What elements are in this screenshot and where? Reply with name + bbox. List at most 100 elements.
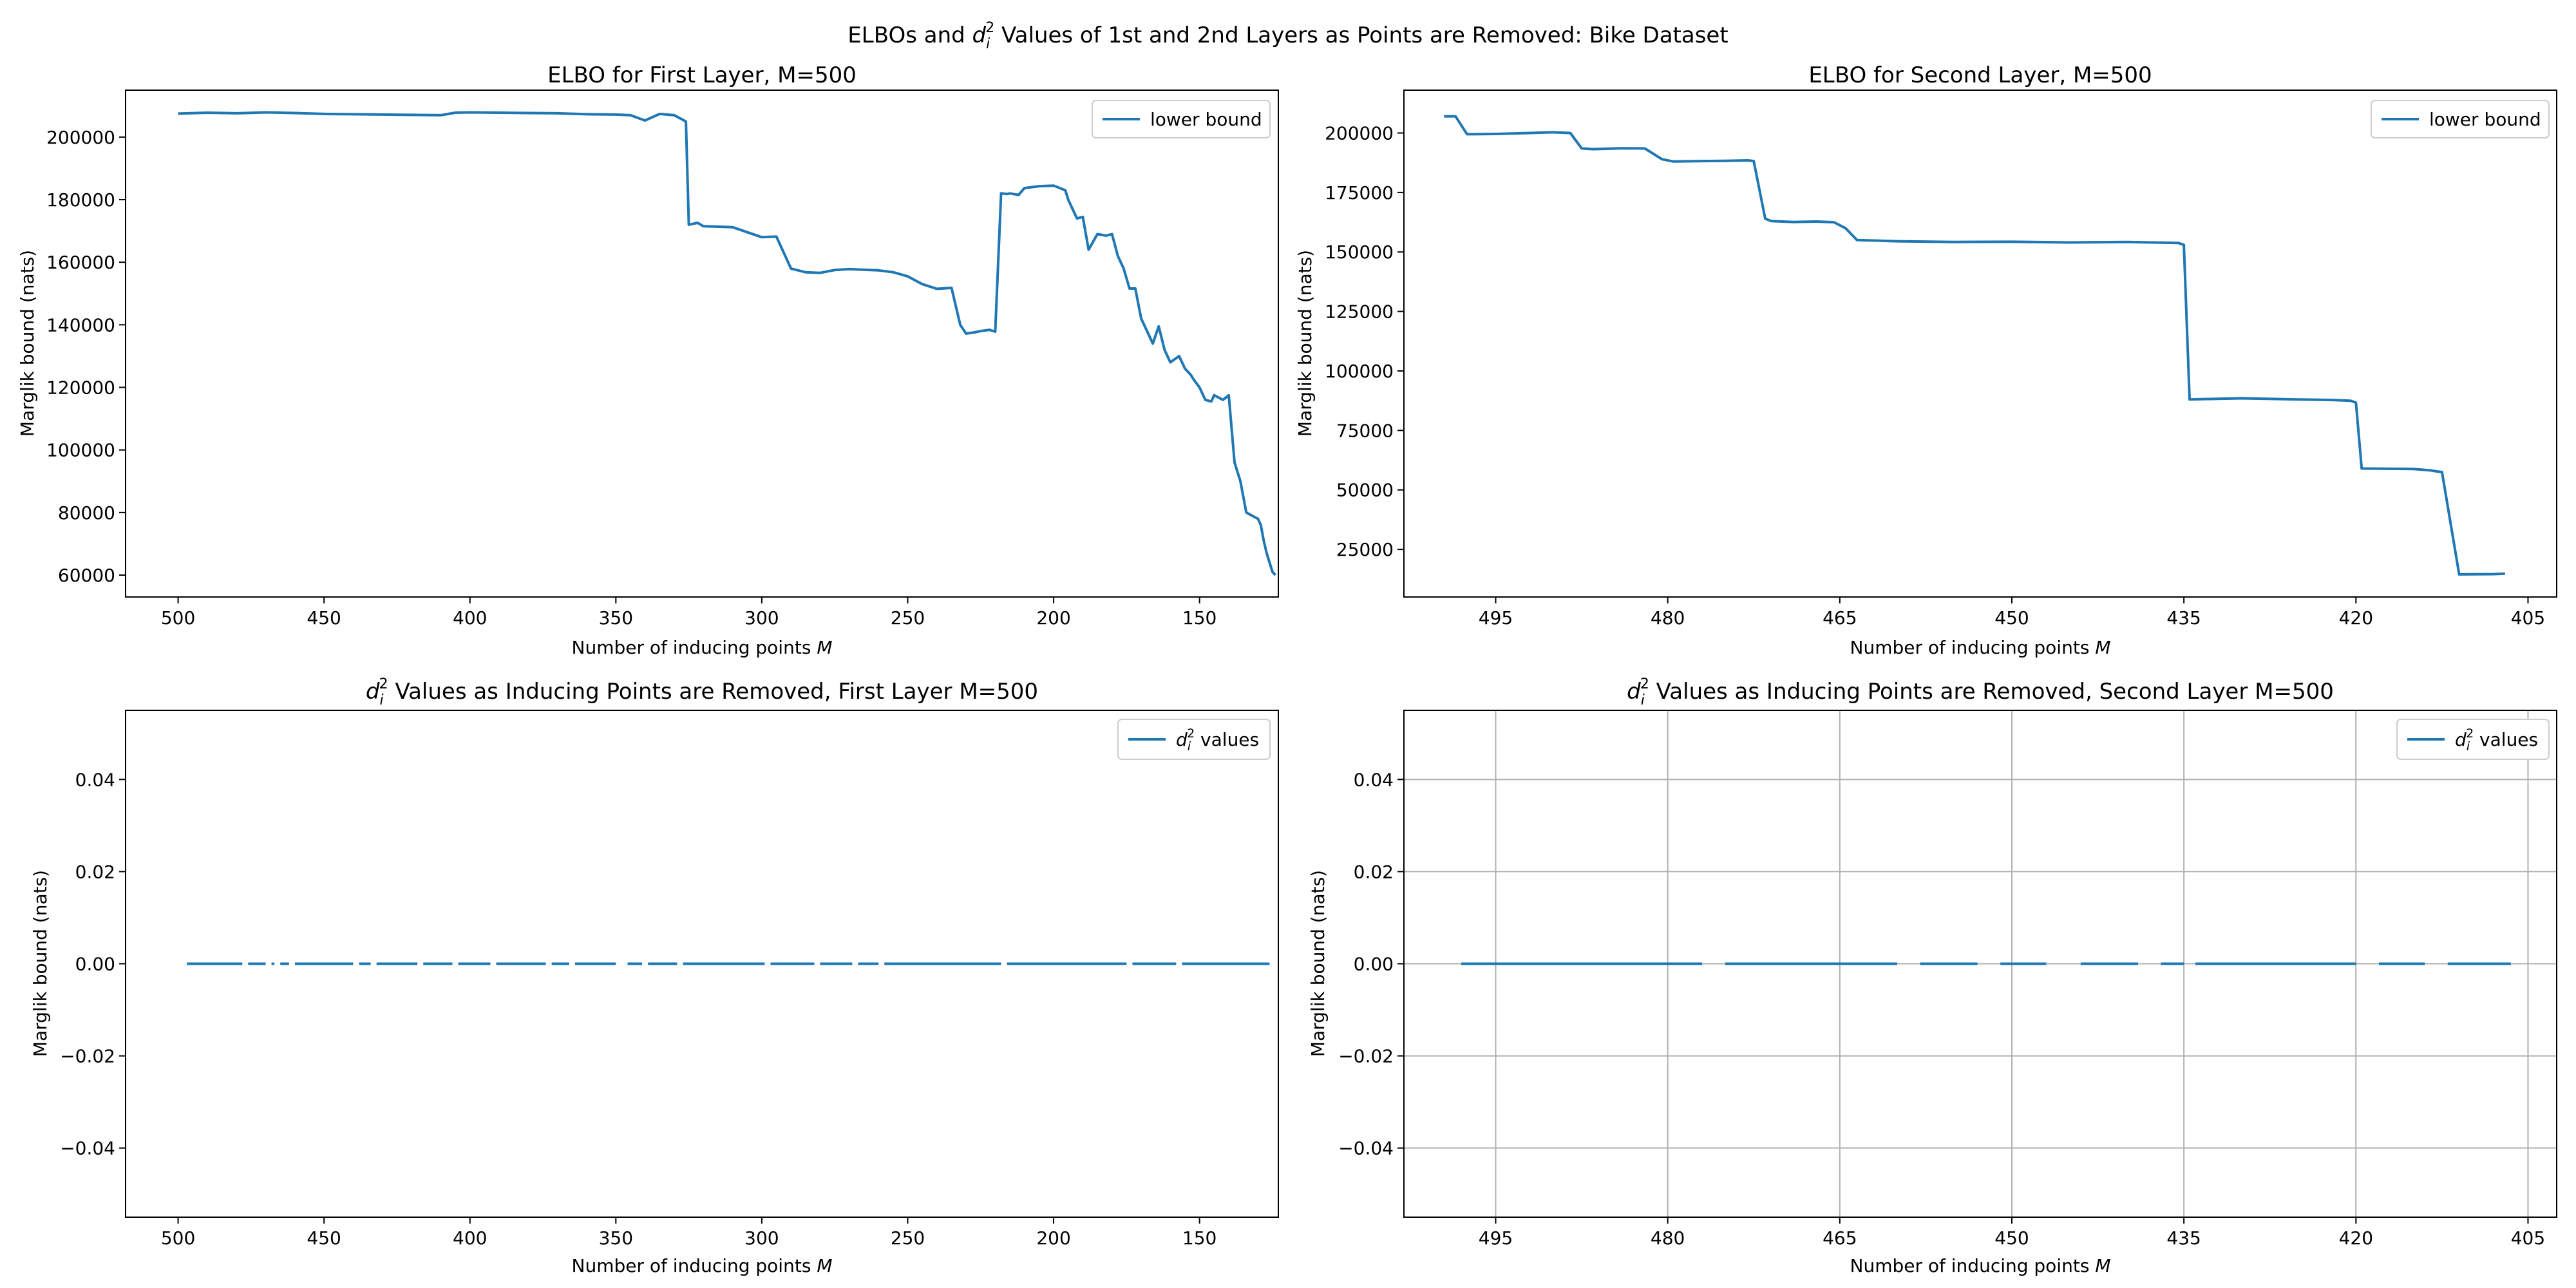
- panel-title-symbol-sup: 2: [1640, 676, 1649, 692]
- y-tick-label: −0.02: [1338, 1046, 1394, 1067]
- y-tick-label: 160000: [46, 252, 115, 273]
- legend-symbol: d: [2455, 729, 2467, 750]
- y-tick-label: −0.04: [60, 1138, 115, 1159]
- x-tick-label: 200: [1036, 607, 1070, 629]
- x-tick-label: 500: [161, 607, 195, 629]
- y-tick-label: 75000: [1336, 420, 1394, 441]
- y-tick-label: −0.02: [60, 1046, 115, 1067]
- legend-text: values: [2474, 729, 2538, 750]
- y-axis-ticks: 60000 80000 100000 120000 140000 160000 180000…: [46, 127, 126, 586]
- x-tick-label: 465: [1823, 607, 1857, 629]
- panel-title-suffix: Values as Inducing Points are Removed, F…: [388, 679, 1038, 705]
- figure-title: ELBOs and di2 Values of 1st and 2nd Laye…: [848, 20, 1728, 52]
- y-tick-label: 0.00: [75, 954, 115, 975]
- x-tick-label: 495: [1479, 1227, 1513, 1249]
- x-tick-label: 420: [2339, 1227, 2373, 1249]
- legend-entry-di2-values: di2 values: [1176, 726, 1259, 753]
- y-tick-label: 100000: [1325, 361, 1394, 382]
- x-tick-label: 465: [1823, 1227, 1857, 1249]
- panel-title-symbol-sub: i: [1641, 692, 1645, 708]
- legend-symbol-sub: i: [2467, 739, 2470, 753]
- panel-title-symbol: d: [1627, 679, 1641, 705]
- panel-title: di2 Values as Inducing Points are Remove…: [1627, 676, 2334, 708]
- legend: di2 values: [2396, 719, 2550, 760]
- panel-title: ELBO for First Layer, M=500: [547, 62, 857, 88]
- panel-title: di2 Values as Inducing Points are Remove…: [366, 676, 1038, 708]
- x-tick-label: 435: [2166, 1227, 2201, 1249]
- y-tick-label: 0.04: [1354, 769, 1394, 790]
- y-tick-label: 125000: [1325, 301, 1394, 323]
- legend: di2 values: [1117, 719, 1271, 760]
- y-axis-label: Marglik bound (nats): [30, 870, 51, 1057]
- y-axis-label: Marglik bound (nats): [1294, 250, 1316, 437]
- x-tick-label: 435: [2166, 607, 2201, 629]
- panel-elbo-second-layer: ELBO for Second Layer, M=500 495 480 465 45…: [1294, 62, 2557, 658]
- y-axis-label: Marglik bound (nats): [17, 250, 38, 437]
- x-tick-label: 400: [453, 1227, 487, 1249]
- x-axis-ticks: 500 450 400 350 300 250 200 150: [161, 597, 1217, 629]
- x-axis-label: Number of inducing points M: [572, 637, 833, 658]
- legend-box: [1117, 719, 1271, 760]
- x-tick-label: 150: [1182, 607, 1217, 629]
- x-tick-label: 150: [1182, 1227, 1217, 1249]
- y-axis-ticks: −0.04 −0.02 0.00 0.02 0.04: [1338, 769, 1404, 1159]
- figure-title-symbol-sub: i: [986, 36, 990, 52]
- y-axis-label: Marglik bound (nats): [1307, 870, 1329, 1057]
- x-axis-label: Number of inducing points M: [1850, 1255, 2111, 1276]
- plot-area-frame: [1403, 90, 2557, 598]
- x-tick-label: 250: [891, 1227, 925, 1249]
- y-tick-label: 120000: [46, 377, 115, 399]
- legend-box: [2371, 100, 2550, 138]
- x-tick-label: 250: [891, 607, 925, 629]
- legend-box: [2396, 719, 2550, 760]
- x-axis-label: Number of inducing points M: [572, 1255, 833, 1276]
- y-tick-label: 80000: [58, 502, 115, 524]
- x-tick-label: 450: [1994, 607, 2029, 629]
- x-tick-label: 450: [1994, 1227, 2029, 1249]
- panel-di2-first-layer: di2 Values as Inducing Points are Remove…: [30, 676, 1279, 1276]
- legend-text: values: [1195, 729, 1259, 750]
- y-tick-label: 180000: [46, 189, 115, 211]
- series-layer: [1444, 115, 2505, 576]
- series-layer: [178, 111, 1276, 576]
- y-tick-label: 140000: [46, 314, 115, 336]
- x-tick-label: 200: [1036, 1227, 1070, 1249]
- x-axis-ticks: 495 480 465 450 435 420 405: [1479, 1217, 2545, 1249]
- y-axis-ticks: 25000 50000 75000 100000 125000 150000 175000 2…: [1325, 123, 1404, 560]
- legend: lower bound: [2371, 100, 2550, 138]
- y-tick-label: 60000: [58, 565, 115, 586]
- figure-title-symbol: d: [972, 23, 987, 48]
- x-tick-label: 300: [744, 1227, 779, 1249]
- series-line-lower-bound: [1444, 115, 2505, 576]
- legend-entry-lower-bound: lower bound: [1150, 109, 1262, 130]
- figure-title-symbol-sup: 2: [985, 20, 994, 36]
- panel-title-symbol-sub: i: [380, 692, 384, 708]
- y-tick-label: 200000: [1325, 123, 1394, 144]
- x-tick-label: 400: [453, 607, 487, 629]
- panel-title-symbol: d: [366, 679, 380, 705]
- y-tick-label: 200000: [46, 127, 115, 148]
- plot-area-frame: [125, 90, 1279, 598]
- y-tick-label: 25000: [1336, 539, 1394, 560]
- y-tick-label: 150000: [1325, 242, 1394, 263]
- legend-symbol-sub: i: [1188, 739, 1191, 753]
- panel-title-suffix: Values as Inducing Points are Removed, S…: [1649, 679, 2334, 705]
- legend: lower bound: [1092, 100, 1271, 138]
- x-tick-label: 420: [2339, 607, 2373, 629]
- legend-symbol: d: [1176, 729, 1188, 750]
- x-tick-label: 300: [744, 607, 779, 629]
- y-tick-label: 50000: [1336, 480, 1394, 501]
- legend-symbol-sup: 2: [1187, 726, 1195, 741]
- x-axis-label: Number of inducing points M: [1850, 637, 2111, 658]
- x-tick-label: 405: [2511, 607, 2545, 629]
- y-tick-label: −0.04: [1338, 1138, 1394, 1159]
- x-axis-ticks: 495 480 465 450 435 420 405: [1479, 597, 2545, 629]
- panel-di2-second-layer: di2 Values as Inducing Points are Remove…: [1307, 676, 2557, 1276]
- series-line-lower-bound: [178, 111, 1276, 576]
- figure-title-suffix: Values of 1st and 2nd Layers as Points a…: [994, 23, 1728, 48]
- legend-box: [1092, 100, 1271, 138]
- figure-title-prefix: ELBOs and: [848, 23, 972, 48]
- x-tick-label: 450: [307, 607, 341, 629]
